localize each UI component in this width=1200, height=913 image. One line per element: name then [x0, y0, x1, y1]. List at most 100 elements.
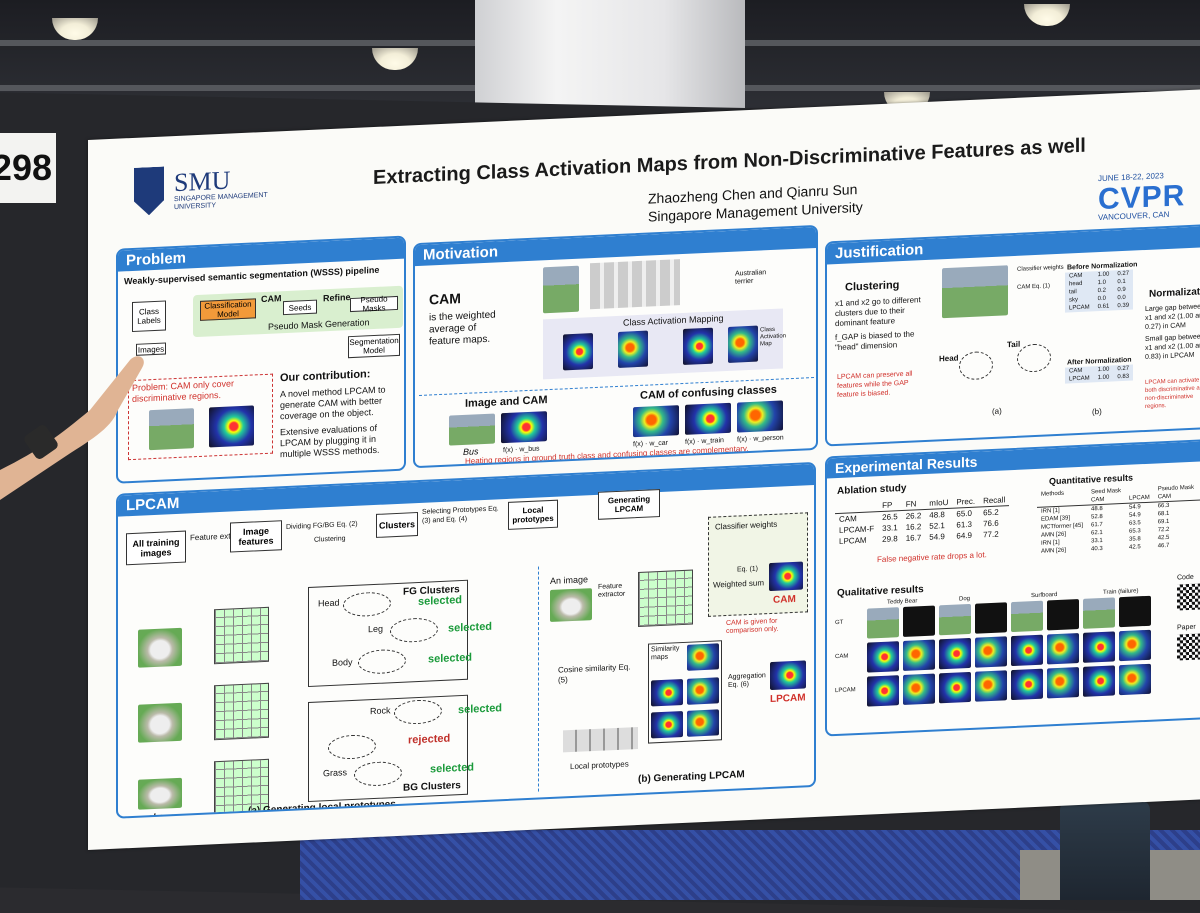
flow-clusters: Clusters — [376, 512, 418, 538]
feature-map — [563, 333, 593, 371]
cam-eq-label: CAM Eq. (1) — [1017, 283, 1051, 291]
tail-label: Tail — [1007, 339, 1021, 350]
code-label: Code — [1177, 573, 1194, 582]
contribution-title: Our contribution: — [280, 368, 371, 385]
table-cell: AMN [26] — [1041, 547, 1067, 555]
problem-cam — [209, 405, 254, 448]
selected-label: selected — [418, 594, 463, 609]
selected-label: selected — [430, 761, 475, 776]
label-a: (a) — [992, 406, 1002, 416]
table-cell: 29.8 — [882, 534, 898, 544]
cam-mapping-label: Class Activation Mapping — [623, 313, 724, 328]
train-cam — [685, 402, 731, 435]
smu-lion-icon — [134, 167, 164, 216]
after-norm-table: CAM 1.00 0.27 LPCAM 1.00 0.83 — [1065, 364, 1134, 384]
qual-grid: Teddy Bear Dog Surfboard Train (failure) GT C… — [835, 585, 1167, 719]
justification-panel: Justification Clustering x1 and x2 go to… — [825, 224, 1200, 447]
bus-image — [449, 413, 495, 446]
qual-thumbnail — [903, 673, 935, 705]
pointing-arm — [0, 356, 144, 500]
table-cell: 54.9 — [929, 532, 945, 542]
feature-cube — [214, 606, 269, 665]
an-image-label: An image — [550, 574, 589, 587]
table-cell: 0.61 — [1097, 303, 1110, 311]
table-cell: 40.3 — [1091, 545, 1103, 553]
clustering-bullet-2: f_GAP is biased to the "head" dimension — [835, 329, 915, 353]
head-cluster — [959, 350, 993, 381]
classifier-weights-label: Classifier weights — [1017, 264, 1064, 273]
head-label: Head — [939, 353, 959, 364]
before-norm-table: CAM 1.00 0.27 head 1.0 0.1 tail 0.2 0.9 sky 0.0 0.0… — [1065, 269, 1134, 313]
smu-logo: SMU SINGAPORE MANAGEMENT UNIVERSITY — [134, 160, 304, 218]
sheep-image — [138, 627, 182, 668]
sheep-image — [138, 702, 182, 743]
feature-extractor-label: Feature extractor — [598, 582, 626, 599]
qual-thumbnail — [867, 675, 899, 707]
qual-row-label: GT — [835, 619, 844, 627]
qual-thumbnail — [975, 636, 1007, 668]
similarity-map — [687, 677, 719, 705]
quant-title: Quantitative results — [1049, 472, 1134, 487]
qual-thumbnail — [975, 602, 1007, 634]
qual-thumbnail — [1047, 598, 1079, 631]
justification-right-note: LPCAM can activate both discriminative a… — [1145, 377, 1200, 411]
qual-thumbnail — [1011, 634, 1043, 667]
similarity-map — [651, 710, 683, 739]
local-protos-label: Local prototypes — [570, 759, 629, 772]
person-legs — [1060, 800, 1150, 900]
cvpr-logo: JUNE 18-22, 2023 CVPR VANCOUVER, CAN — [1098, 169, 1200, 224]
cam-def-bold: CAM — [429, 290, 461, 308]
qual-thumbnail — [867, 641, 899, 673]
paper-label: Paper — [1177, 623, 1196, 632]
flow-clustering: Clustering — [314, 535, 346, 544]
selected-label: selected — [448, 620, 493, 635]
sim-maps-label: Similarity maps — [651, 645, 680, 662]
qual-thumbnail — [1011, 668, 1043, 701]
cam-box: Classifier weights Eq. (1) Weighted sum … — [708, 512, 808, 617]
table-cell: 16.7 — [905, 533, 922, 543]
poster: SMU SINGAPORE MANAGEMENT UNIVERSITY Extr… — [88, 89, 1200, 850]
feature-cube — [214, 682, 269, 741]
feature-map — [618, 330, 648, 368]
qual-thumbnail — [1083, 597, 1115, 629]
divider — [538, 566, 539, 792]
table-cell: 0.39 — [1117, 302, 1130, 310]
qual-thumbnail — [903, 639, 935, 671]
selected-label: selected — [428, 651, 473, 666]
eq1-label: Eq. (1) — [737, 565, 759, 574]
rejected-label: rejected — [408, 732, 451, 747]
cluster-head-label: Head — [318, 597, 340, 609]
flow-dividing: Dividing FG/BG Eq. (2) — [286, 520, 358, 532]
cluster-rock-label: Rock — [370, 705, 391, 717]
code-qr[interactable] — [1177, 583, 1200, 611]
qual-row-label: LPCAM — [835, 687, 856, 695]
input-image — [550, 588, 592, 623]
caption-a: (a) Generating local prototypes — [248, 799, 396, 817]
ablation-note: False negative rate drops a lot. — [877, 550, 987, 565]
feature-map — [683, 327, 713, 365]
cluster-grass-label: Grass — [323, 767, 348, 779]
seeds-box: Seeds — [283, 299, 317, 316]
qual-thumbnail — [1047, 666, 1079, 699]
class-labels-box: Class Labels — [132, 300, 166, 333]
bus-cam — [501, 411, 547, 444]
cnn-layers — [590, 259, 680, 310]
results-heading: Experimental Results — [827, 441, 1200, 479]
cam-def-text: is the weighted average of feature maps. — [429, 309, 496, 348]
car-cam — [633, 405, 679, 438]
table-cell: LPCAM — [1069, 304, 1090, 312]
ceiling-lamp — [52, 18, 98, 40]
flow-training-images: All training images — [126, 530, 186, 566]
qual-thumbnail — [903, 605, 935, 637]
table-cell: LPCAM — [1069, 375, 1090, 383]
paper-qr[interactable] — [1177, 633, 1200, 661]
sheep-image — [138, 777, 182, 810]
cluster-leg-label: Leg — [368, 623, 384, 635]
map-label: Class Activation Map — [760, 326, 787, 348]
table-row: LPCAM 1.00 0.83 — [1065, 373, 1133, 384]
weighted-sum-label: Weighted sum — [713, 578, 764, 590]
qual-thumbnail — [975, 670, 1007, 702]
similarity-map — [687, 709, 719, 737]
similarity-map — [687, 643, 719, 671]
cam-mapping: Class Activation Mapping Class Activatio… — [543, 308, 787, 380]
